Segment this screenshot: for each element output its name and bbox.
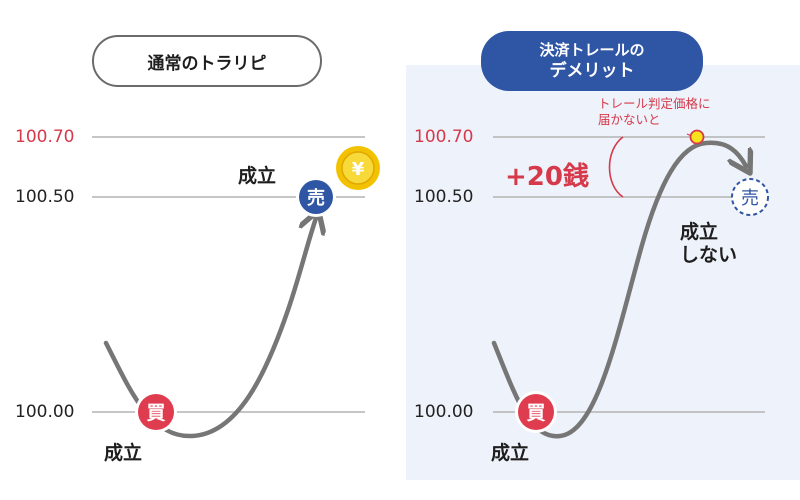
not-filled-line2: しない: [680, 244, 738, 266]
right-buy-badge-text: 買: [526, 402, 545, 424]
right-price-100-70: 100.70: [414, 127, 474, 147]
left-sell-badge-text: 売: [307, 187, 325, 209]
left-price-100-70: 100.70: [15, 127, 75, 147]
left-sell-badge: 売: [296, 177, 336, 217]
not-filled-label: 成立 しない: [680, 221, 737, 267]
trail-trigger-point: [689, 129, 705, 145]
right-price-100-00: 100.00: [414, 402, 474, 422]
yen-symbol: ¥: [352, 159, 365, 180]
normal-trarepeat-title-text: 通常のトラリピ: [147, 53, 267, 74]
trail-note-line1: トレール判定価格に: [598, 96, 711, 111]
left-buy-badge: 買: [135, 391, 177, 433]
profit-coin-icon: ¥: [336, 146, 380, 190]
trail-note: トレール判定価格に 届かないと: [598, 96, 711, 128]
right-buy-badge: 買: [515, 391, 557, 433]
left-sell-fill-label: 成立: [238, 165, 277, 187]
normal-trarepeat-title: 通常のトラリピ: [92, 35, 322, 87]
not-filled-line1: 成立: [680, 221, 719, 243]
trail-demerit-title: 決済トレールの デメリット: [481, 31, 703, 91]
trail-demerit-title-line1: 決済トレールの: [539, 41, 645, 59]
right-sell-badge-text: 売: [741, 188, 759, 209]
right-panel-background: [406, 65, 800, 480]
right-sell-badge-unfilled: 売: [731, 178, 769, 216]
gain-bracket: [608, 136, 624, 198]
trail-demerit-title-line2: デメリット: [549, 61, 635, 81]
right-buy-fill-label: 成立: [491, 442, 530, 464]
left-buy-fill-label: 成立: [104, 442, 143, 464]
left-buy-badge-text: 買: [146, 402, 165, 424]
trail-note-line2: 届かないと: [598, 112, 661, 127]
gain-amount: +20銭: [505, 162, 589, 192]
right-price-100-50: 100.50: [414, 187, 474, 207]
left-price-100-00: 100.00: [15, 402, 75, 422]
left-price-100-50: 100.50: [15, 187, 75, 207]
